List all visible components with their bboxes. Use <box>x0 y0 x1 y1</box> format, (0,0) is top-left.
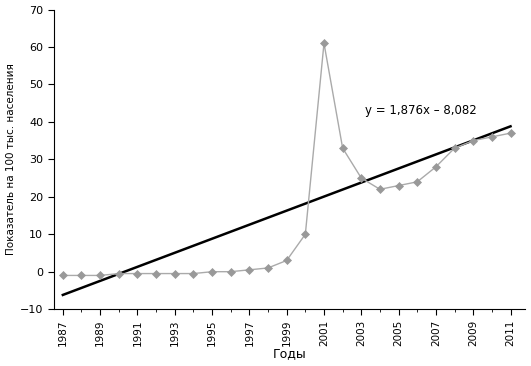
X-axis label: Годы: Годы <box>272 347 306 361</box>
Text: y = 1,876x – 8,082: y = 1,876x – 8,082 <box>365 104 477 117</box>
Y-axis label: Показатель на 100 тыс. населения: Показатель на 100 тыс. населения <box>5 63 15 255</box>
